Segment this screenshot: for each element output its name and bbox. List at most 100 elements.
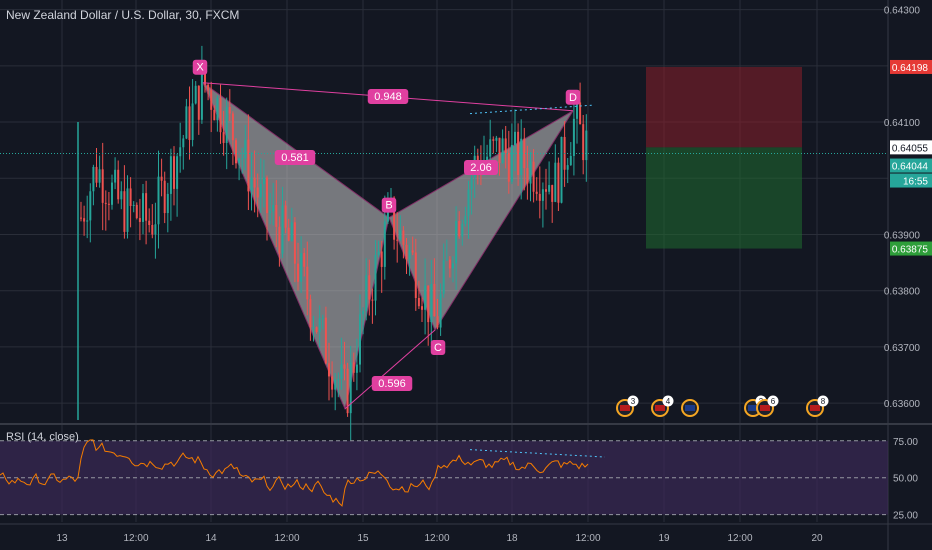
candle <box>436 316 439 328</box>
ratio-bcd-label-bg <box>464 160 498 175</box>
candle <box>569 155 572 166</box>
candle <box>83 218 86 222</box>
candle <box>402 230 405 245</box>
price-tag-label: 0.64055 <box>892 143 929 154</box>
price-tag-label: 0.64198 <box>892 63 929 74</box>
price-tag <box>890 158 932 173</box>
candle <box>396 239 399 241</box>
candle <box>507 152 510 182</box>
take-profit-zone[interactable] <box>646 147 802 249</box>
candle <box>355 364 358 373</box>
candle <box>275 204 278 227</box>
rsi-line <box>0 439 589 507</box>
candle <box>191 103 194 140</box>
time-tick-label: 12:00 <box>123 533 148 544</box>
price-tick-label: 0.64100 <box>884 118 921 129</box>
candle <box>98 169 101 183</box>
candle <box>222 132 225 143</box>
candle <box>343 364 346 369</box>
event-count-badge <box>767 395 779 407</box>
price-tag <box>890 241 932 256</box>
candle <box>142 193 144 222</box>
candle <box>349 362 352 414</box>
candle <box>346 368 349 414</box>
candle <box>148 220 151 226</box>
trend-line[interactable] <box>469 104 593 115</box>
time-tick-label: 12:00 <box>727 533 752 544</box>
candle <box>104 202 107 204</box>
candle <box>340 364 343 379</box>
candle <box>231 113 234 141</box>
candle <box>455 221 458 264</box>
candle <box>173 156 175 189</box>
event-count: 4 <box>666 397 671 406</box>
candle <box>303 253 306 267</box>
candle <box>318 318 321 333</box>
candle <box>238 158 241 164</box>
candle <box>259 184 262 198</box>
candle <box>380 251 383 267</box>
candle <box>405 244 408 260</box>
candle <box>269 211 272 214</box>
candle <box>179 147 182 157</box>
candle <box>129 188 132 206</box>
candle <box>424 285 427 310</box>
candle <box>92 166 95 192</box>
candle <box>579 102 582 125</box>
candle <box>278 226 281 254</box>
candle <box>176 156 179 189</box>
candle <box>585 130 588 161</box>
candle <box>166 193 169 214</box>
price-tick-label: 0.63600 <box>884 399 921 410</box>
pattern-ac-line[interactable] <box>344 329 436 410</box>
candle <box>386 204 389 222</box>
candle <box>337 378 340 380</box>
time-tick-label: 18 <box>506 533 518 544</box>
point-x-label-bg <box>192 59 208 75</box>
point-b-label: B <box>385 200 392 212</box>
candle <box>138 218 141 222</box>
stop-loss-zone[interactable] <box>646 66 802 148</box>
candle <box>321 317 324 319</box>
rsi-tick-label: 75.00 <box>893 437 918 448</box>
ratio-xab-label: 0.581 <box>281 152 309 164</box>
candle <box>399 230 402 240</box>
point-d-label: D <box>569 92 577 104</box>
time-tick-label: 19 <box>658 533 670 544</box>
candle <box>111 182 113 205</box>
candle <box>557 162 560 203</box>
event-count: 8 <box>821 397 826 406</box>
candle <box>421 306 423 310</box>
candle <box>241 158 244 160</box>
candle <box>545 189 547 192</box>
candle <box>489 139 492 157</box>
pattern-xab-triangle[interactable] <box>201 81 390 411</box>
candle <box>501 138 504 163</box>
candle <box>123 191 126 232</box>
candle <box>160 176 163 181</box>
candle <box>293 222 296 264</box>
price-tick-label: 0.63800 <box>884 287 921 298</box>
candle <box>529 161 532 184</box>
us-flag-icon-fill <box>620 405 630 411</box>
candle <box>560 136 563 203</box>
price-tag-label: 0.64044 <box>892 162 929 173</box>
candle <box>204 69 206 85</box>
candle <box>266 177 268 214</box>
event-count: 6 <box>771 397 776 406</box>
candle <box>433 283 436 317</box>
candle <box>417 298 420 307</box>
candle <box>324 317 327 364</box>
candle <box>132 204 135 206</box>
candle <box>520 138 523 176</box>
candle <box>523 138 526 169</box>
candle <box>188 106 191 140</box>
candle <box>253 177 256 188</box>
candle <box>225 107 228 143</box>
candle <box>281 205 284 254</box>
candle <box>256 187 259 198</box>
ratio-abc-label: 0.596 <box>378 378 406 390</box>
price-tag-label: 16:55 <box>903 177 928 188</box>
